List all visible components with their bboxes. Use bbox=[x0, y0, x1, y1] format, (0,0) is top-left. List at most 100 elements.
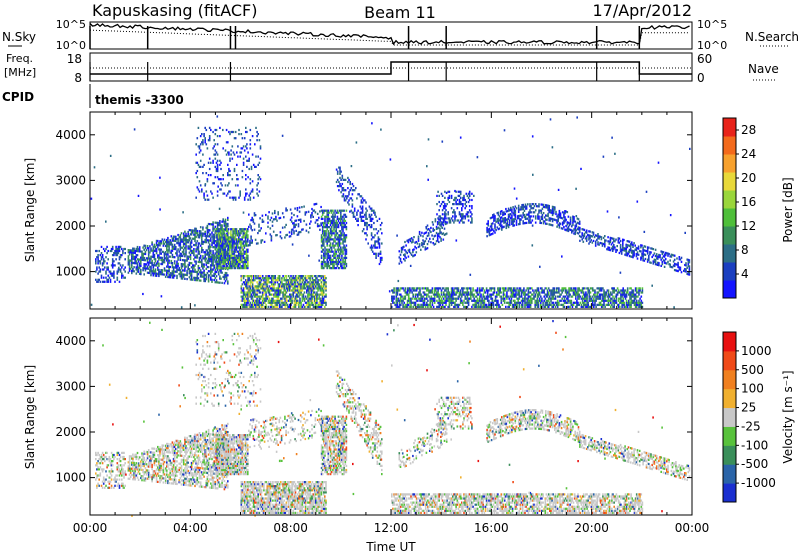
range-cell bbox=[128, 249, 131, 252]
range-cell bbox=[239, 190, 241, 193]
range-cell bbox=[275, 234, 277, 237]
range-cell bbox=[283, 293, 285, 296]
range-cell bbox=[597, 291, 600, 294]
range-cell bbox=[525, 303, 527, 306]
range-cell bbox=[525, 293, 527, 296]
range-cell bbox=[230, 234, 232, 237]
range-cell bbox=[231, 262, 233, 266]
range-cell bbox=[203, 257, 205, 260]
range-cell bbox=[265, 213, 267, 217]
range-cell bbox=[204, 137, 206, 140]
range-cell bbox=[622, 289, 624, 292]
range-cell bbox=[161, 260, 164, 264]
range-cell bbox=[582, 293, 585, 296]
range-cell bbox=[224, 254, 226, 257]
range-cell bbox=[375, 252, 377, 255]
range-cell bbox=[172, 239, 175, 242]
range-cell bbox=[272, 297, 274, 300]
range-cell bbox=[182, 238, 185, 241]
range-cell bbox=[215, 240, 217, 243]
range-cell bbox=[591, 289, 594, 292]
range-cell bbox=[275, 293, 278, 296]
range-cell bbox=[235, 248, 238, 251]
range-cell bbox=[197, 246, 200, 249]
range-cell bbox=[450, 287, 453, 290]
range-cell bbox=[334, 236, 336, 239]
range-cell bbox=[158, 262, 160, 265]
range-cell bbox=[441, 305, 444, 308]
range-cell bbox=[507, 295, 509, 298]
range-cell bbox=[514, 303, 516, 306]
range-cell bbox=[268, 291, 271, 294]
range-cell bbox=[216, 221, 219, 224]
range-cell bbox=[227, 242, 230, 245]
range-cell bbox=[173, 270, 176, 273]
range-cell bbox=[405, 293, 408, 296]
range-cell bbox=[338, 234, 341, 237]
range-cell bbox=[137, 260, 140, 263]
range-cell bbox=[254, 291, 256, 294]
range-cell bbox=[246, 192, 248, 195]
range-cell bbox=[248, 299, 250, 302]
range-cell bbox=[199, 165, 202, 168]
range-cell bbox=[554, 291, 557, 294]
range-cell bbox=[107, 278, 109, 281]
range-cell bbox=[467, 287, 470, 290]
range-cell bbox=[286, 283, 289, 286]
range-cell bbox=[299, 220, 302, 223]
range-cell bbox=[212, 268, 214, 271]
range-cell bbox=[275, 301, 278, 304]
range-cell bbox=[322, 279, 325, 282]
range-cell bbox=[575, 287, 577, 290]
range-cell bbox=[115, 245, 117, 248]
range-cell bbox=[243, 250, 246, 253]
range-cell bbox=[600, 299, 603, 302]
range-cell bbox=[242, 230, 245, 233]
range-cell bbox=[258, 285, 261, 288]
range-cell bbox=[240, 147, 243, 150]
range-cell bbox=[222, 252, 224, 255]
range-cell bbox=[498, 303, 500, 306]
range-cell bbox=[480, 289, 482, 292]
range-cell bbox=[329, 232, 332, 235]
range-cell bbox=[223, 238, 225, 241]
range-cell bbox=[271, 212, 274, 215]
range-cell bbox=[233, 267, 236, 270]
range-cell bbox=[214, 149, 217, 152]
range-cell bbox=[184, 261, 186, 264]
range-cell bbox=[321, 217, 324, 220]
range-cell bbox=[559, 293, 561, 296]
range-cell bbox=[257, 289, 259, 292]
range-cell bbox=[368, 213, 371, 216]
range-cell bbox=[309, 289, 311, 292]
range-cell bbox=[198, 234, 201, 237]
range-cell bbox=[240, 232, 242, 235]
range-cell bbox=[552, 305, 554, 308]
range-cell bbox=[333, 217, 335, 220]
range-cell bbox=[312, 305, 315, 308]
range-cell bbox=[407, 289, 410, 292]
range-cell bbox=[128, 253, 131, 256]
range-cell bbox=[152, 251, 155, 254]
range-cell bbox=[250, 289, 253, 292]
range-cell bbox=[546, 299, 549, 302]
range-cell bbox=[294, 219, 296, 222]
range-cell bbox=[207, 276, 210, 279]
range-cell bbox=[153, 258, 156, 261]
range-cell bbox=[359, 215, 362, 218]
range-cell bbox=[454, 297, 456, 300]
range-cell bbox=[326, 250, 328, 253]
range-cell bbox=[240, 254, 242, 257]
range-cell bbox=[283, 289, 285, 292]
range-cell bbox=[413, 297, 416, 300]
range-cell bbox=[481, 287, 483, 290]
range-cell bbox=[418, 303, 420, 306]
range-cell bbox=[221, 250, 223, 253]
range-cell bbox=[293, 224, 295, 227]
range-cell bbox=[605, 303, 608, 306]
range-cell bbox=[127, 257, 130, 260]
range-cell bbox=[225, 267, 228, 270]
range-cell bbox=[298, 210, 301, 213]
range-cell bbox=[376, 232, 379, 235]
range-cell bbox=[236, 258, 239, 261]
